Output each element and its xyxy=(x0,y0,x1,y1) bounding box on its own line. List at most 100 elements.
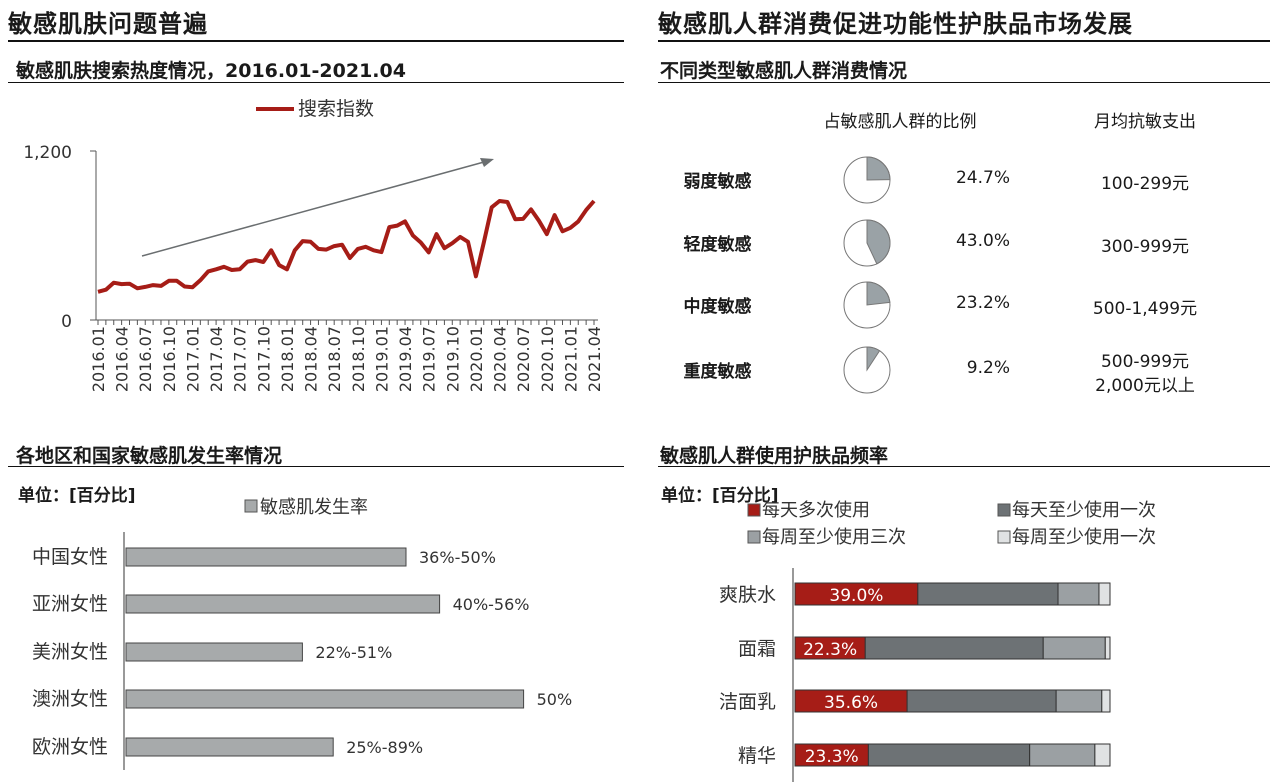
prevalence-bar xyxy=(125,547,407,567)
row-share-value: 43.0% xyxy=(955,231,1010,251)
x-tick-label: 2019.01 xyxy=(372,326,391,392)
row-label: 重度敏感 xyxy=(683,362,752,382)
line-chart-title: 敏感肌肤搜索热度情况，2016.01-2021.04 xyxy=(16,60,406,82)
frequency-segment xyxy=(1101,689,1111,713)
row-share-value: 9.2% xyxy=(966,358,1010,378)
pie-slice xyxy=(866,346,881,372)
frequency-data-label: 39.0% xyxy=(829,586,883,606)
left-section-title: 敏感肌肤问题普遍 xyxy=(8,10,208,38)
row-spend: 100-299元 xyxy=(1100,174,1190,194)
frequency-segment xyxy=(917,582,1059,606)
frequency-legend-swatch xyxy=(997,503,1011,517)
frequency-segment xyxy=(1104,636,1111,660)
share-pie xyxy=(843,346,891,394)
x-tick-label: 2021.04 xyxy=(585,326,604,392)
x-tick-label: 2016.01 xyxy=(89,326,108,392)
x-tick-label: 2019.04 xyxy=(396,326,415,392)
prevalence-value-label: 50% xyxy=(537,690,573,709)
frequency-data-label: 23.3% xyxy=(805,747,859,767)
prevalence-category-label: 亚洲女性 xyxy=(32,593,108,615)
frequency-legend-swatch xyxy=(747,503,761,517)
prevalence-legend-label: 敏感肌发生率 xyxy=(260,497,368,518)
x-tick-label: 2016.04 xyxy=(113,326,132,392)
y-tick-label-max: 1,200 xyxy=(23,143,72,163)
pie-slice xyxy=(866,281,891,306)
search-index-line xyxy=(97,199,596,294)
x-tick-label: 2020.01 xyxy=(467,326,486,392)
row-label: 轻度敏感 xyxy=(683,235,752,255)
prevalence-category-label: 中国女性 xyxy=(32,546,108,568)
frequency-segment xyxy=(1098,582,1111,606)
frequency-category-label: 精华 xyxy=(738,745,776,767)
share-pie xyxy=(843,156,891,204)
pie-slice xyxy=(866,219,891,265)
frequency-unit: 单位：[百分比] xyxy=(661,486,779,506)
pie-slice xyxy=(866,156,891,181)
row-spend: 500-999元 xyxy=(1100,352,1190,372)
col-header-share: 占敏感肌人群的比例 xyxy=(823,112,977,132)
row-label: 弱度敏感 xyxy=(683,172,752,192)
frequency-segment xyxy=(1042,636,1106,660)
line-chart-legend: 搜索指数 xyxy=(256,98,374,120)
x-tick-label: 2020.07 xyxy=(514,326,533,392)
share-pie xyxy=(843,219,891,267)
x-tick-label: 2018.04 xyxy=(302,326,321,392)
row-spend: 500-1,499元 xyxy=(1092,299,1198,319)
prevalence-value-label: 25%-89% xyxy=(346,738,423,757)
x-tick-label: 2018.10 xyxy=(349,326,368,392)
frequency-segment xyxy=(867,743,1031,767)
prevalence-chart-title: 各地区和国家敏感肌发生率情况 xyxy=(16,445,283,467)
x-tick-label: 2020.04 xyxy=(491,326,510,392)
prevalence-value-label: 22%-51% xyxy=(315,643,392,662)
x-tick-label: 2020.10 xyxy=(538,326,557,392)
frequency-segment xyxy=(906,689,1057,713)
consumption-table-title: 不同类型敏感肌人群消费情况 xyxy=(660,60,908,82)
x-tick-label: 2019.07 xyxy=(420,326,439,392)
row-share-value: 24.7% xyxy=(955,168,1010,188)
row-spend: 2,000元以上 xyxy=(1095,376,1195,396)
prevalence-legend-swatch xyxy=(244,499,258,513)
frequency-segment xyxy=(1094,743,1111,767)
prevalence-value-label: 36%-50% xyxy=(419,548,496,567)
trend-arrow-line xyxy=(141,161,485,257)
frequency-legend-swatch xyxy=(997,530,1011,544)
prevalence-bar xyxy=(125,594,441,614)
x-tick-label: 2018.07 xyxy=(325,326,344,392)
frequency-segment xyxy=(1055,689,1103,713)
x-tick-label: 2016.10 xyxy=(160,326,179,392)
frequency-legend-label: 每周至少使用三次 xyxy=(762,527,906,548)
col-header-spend: 月均抗敏支出 xyxy=(1094,112,1196,132)
row-spend: 300-999元 xyxy=(1100,237,1190,257)
line-chart-title-rule xyxy=(8,82,624,83)
prevalence-bar xyxy=(125,642,303,662)
frequency-segment xyxy=(1057,582,1100,606)
frequency-data-label: 22.3% xyxy=(803,640,857,660)
prevalence-category-label: 澳洲女性 xyxy=(32,688,108,710)
line-chart: 搜索指数 1,200 0 2016.01 2016.04 2016.07 2016.1… xyxy=(23,98,604,392)
frequency-segment xyxy=(1029,743,1096,767)
x-tick-label: 2018.01 xyxy=(278,326,297,392)
frequency-title-rule xyxy=(658,466,1270,467)
x-tick-label: 2016.07 xyxy=(136,326,155,392)
prevalence-unit: 单位：[百分比] xyxy=(18,486,136,506)
right-section-title: 敏感肌人群消费促进功能性护肤品市场发展 xyxy=(658,10,1133,38)
frequency-category-label: 面霜 xyxy=(738,638,776,660)
frequency-segment xyxy=(864,636,1044,660)
frequency-data-label: 35.6% xyxy=(824,693,878,713)
frequency-category-label: 洁面乳 xyxy=(719,691,776,713)
row-share-value: 23.2% xyxy=(955,293,1010,313)
row-label: 中度敏感 xyxy=(683,297,752,317)
right-title-rule xyxy=(658,40,1270,42)
x-tick-label: 2021.01 xyxy=(561,326,580,392)
x-tick-label: 2017.07 xyxy=(231,326,250,392)
y-tick-label-zero: 0 xyxy=(61,312,72,332)
frequency-legend-label: 每周至少使用一次 xyxy=(1012,527,1156,548)
frequency-legend-swatch xyxy=(747,530,761,544)
frequency-chart-title: 敏感肌人群使用护肤品频率 xyxy=(660,445,889,467)
prevalence-bar-chart: 敏感肌发生率 中国女性 36%-50% 亚洲女性 40%-56% 美洲女性 22%-51%… xyxy=(32,497,573,770)
left-title-rule xyxy=(8,40,624,42)
prevalence-bar xyxy=(125,689,525,709)
prevalence-category-label: 欧洲女性 xyxy=(32,736,108,758)
x-tick-label: 2017.04 xyxy=(207,326,226,392)
